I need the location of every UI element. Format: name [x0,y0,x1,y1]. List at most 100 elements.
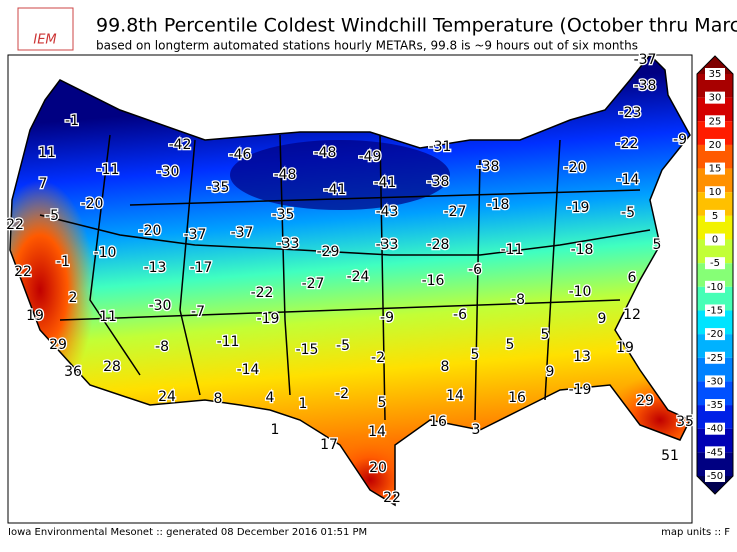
colorbar-tick-label: 35 [709,69,722,80]
colorbar-label-bg [705,304,725,317]
station-value: -35 [207,180,230,196]
colorbar-label-bg [705,138,725,151]
station-value: -2 [371,350,385,366]
station-value: -49 [359,149,382,165]
colorbar-tick-label: 0 [712,235,718,246]
station-value: -28 [427,237,450,253]
station-value: -17 [190,260,213,276]
station-value: 22 [383,490,401,506]
station-value: -1 [65,113,79,129]
station-value: -37 [634,52,657,68]
station-value: 11 [38,145,56,161]
station-value: -41 [324,182,347,198]
station-value: -18 [571,242,594,258]
station-value: -11 [501,242,524,258]
station-value: -19 [569,382,592,398]
station-value: 36 [64,364,82,380]
colorbar-label-bg [705,162,725,175]
station-value: 1 [299,396,308,412]
footer-right: map units :: F [661,527,730,538]
colorbar-tick-label: 5 [712,211,718,222]
station-value: -8 [155,339,169,355]
station-value: -14 [237,362,260,378]
colorbar-label-bg [705,233,725,246]
station-value: 29 [49,337,67,353]
station-value: -11 [217,334,240,350]
station-value: 20 [369,460,387,476]
title: 99.8th Percentile Coldest Windchill Temp… [96,15,737,37]
station-value: -5 [621,205,635,221]
colorbar-label-bg [705,422,725,435]
station-value: -5 [45,208,59,224]
colorbar-tick-label: 30 [709,93,722,104]
station-value: -1 [56,254,70,270]
colorbar-tick-label: -25 [707,353,723,364]
colorbar-tick-label: -50 [707,471,723,482]
station-value: -11 [97,162,120,178]
station-value: 5 [653,237,662,253]
station-value: -23 [619,105,642,121]
colorbar-label-bg [705,328,725,341]
station-value: -43 [376,204,399,220]
colorbar-label-bg [705,351,725,364]
station-value: -20 [139,223,162,239]
station-value: -37 [231,225,254,241]
station-value: -2 [335,386,349,402]
station-value: -30 [149,298,172,314]
station-value: -19 [257,311,280,327]
colorbar-tick-label: -45 [707,447,723,458]
station-value: 5 [506,337,515,353]
station-value: 16 [429,414,447,430]
country-border [9,53,692,507]
station-value: -42 [169,137,192,153]
colorbar-tick-label: -5 [710,258,720,269]
colorbar-tick-label: 25 [709,116,722,127]
station-value: -20 [81,196,104,212]
logo: IEM [33,33,56,48]
station-value: -22 [616,136,639,152]
station-value: 8 [214,391,223,407]
subtitle: based on longterm automated stations hou… [96,39,638,53]
station-value: 29 [636,393,654,409]
colorbar-label-bg [705,91,725,104]
station-value: 4 [266,390,275,406]
station-value: 16 [508,390,526,406]
station-value: 2 [69,290,78,306]
colorbar-label-bg [705,209,725,222]
station-value: -35 [272,207,295,223]
station-value: -37 [184,227,207,243]
station-value: -5 [336,338,350,354]
colorbar-label-bg [705,280,725,293]
colorbar-label-bg [705,446,725,459]
station-value: -24 [347,269,370,285]
station-value: 19 [26,308,44,324]
colorbar-tick-label: -20 [707,329,723,340]
station-value: -20 [564,160,587,176]
logo-box [17,7,74,51]
colorbar-tick-label: -35 [707,400,723,411]
state-borders [39,134,651,421]
station-value: -19 [567,200,590,216]
station-value: 5 [378,395,387,411]
station-value: -7 [191,304,205,320]
colorbar-tick-label: -40 [707,424,723,435]
station-value: 9 [546,364,555,380]
station-value: -9 [380,310,394,326]
station-value: 17 [320,437,338,453]
station-value: -48 [314,145,337,161]
colorbar-tick-label: -10 [707,282,723,293]
station-value: 5 [471,347,480,363]
colorbar-tick-label: -15 [707,305,723,316]
station-value: -10 [94,245,117,261]
station-value: 19 [616,340,634,356]
station-value: -29 [317,244,340,260]
station-value: 22 [6,217,24,233]
station-value: 35 [676,414,694,430]
station-value: 28 [103,359,121,375]
station-value: -10 [569,284,592,300]
station-value: -8 [511,292,525,308]
station-value: -6 [453,307,467,323]
station-value: -14 [617,172,640,188]
